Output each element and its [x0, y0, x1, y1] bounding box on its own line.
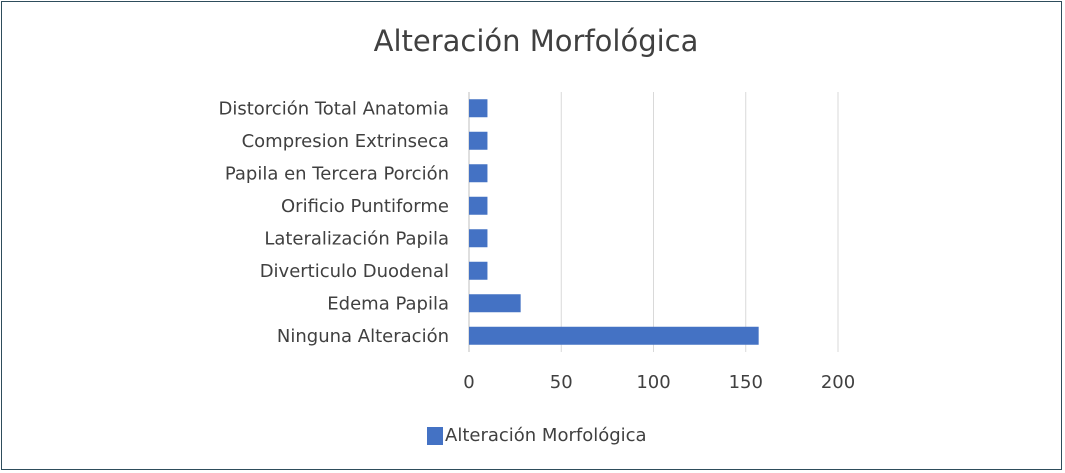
category-label: Distorción Total Anatomia [218, 98, 449, 119]
bar [469, 131, 488, 150]
category-label: Compresion Extrinseca [242, 131, 449, 152]
bar [469, 99, 488, 118]
bar [469, 261, 488, 280]
bar [469, 164, 488, 183]
category-labels: Distorción Total Anatomia Compresion Extr… [218, 98, 449, 347]
bar [469, 196, 488, 215]
x-tick-label: 0 [463, 372, 474, 393]
category-label: Papila en Tercera Porción [225, 163, 449, 184]
category-label: Lateralización Papila [264, 228, 449, 249]
x-tick-label: 50 [550, 372, 573, 393]
category-label: Ninguna Alteración [277, 326, 449, 347]
x-tick-labels: 0 50 100 150 200 [463, 372, 855, 393]
category-label: Diverticulo Duodenal [260, 261, 449, 282]
legend-entry: Alteración Morfológica [445, 425, 647, 446]
bars [469, 99, 759, 345]
chart-title: Alteración Morfológica [374, 24, 699, 58]
x-tick-label: 150 [729, 372, 763, 393]
x-tick-label: 200 [821, 372, 855, 393]
bar [469, 326, 759, 345]
legend-swatch [427, 427, 443, 445]
gridlines [468, 92, 839, 352]
bar [469, 229, 488, 248]
legend: Alteración Morfológica [427, 425, 647, 446]
x-tick-label: 100 [636, 372, 670, 393]
category-label: Orificio Puntiforme [281, 196, 449, 217]
bar [469, 294, 521, 313]
category-label: Edema Papila [327, 293, 449, 314]
